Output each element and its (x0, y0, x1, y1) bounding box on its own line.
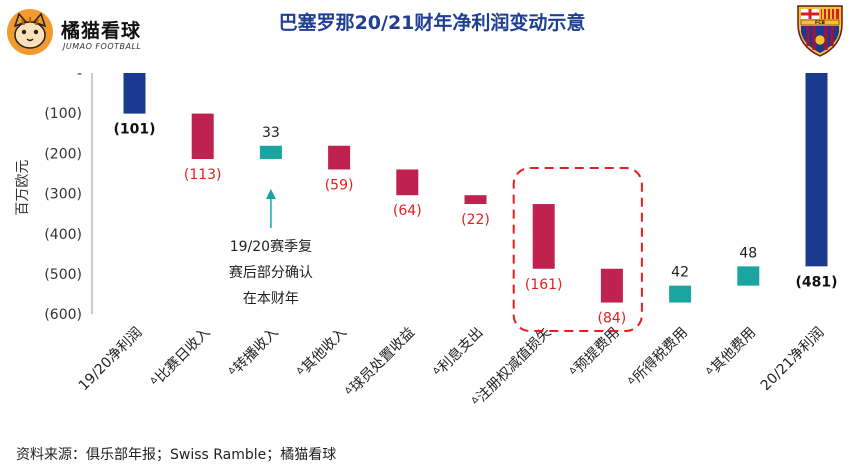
bar (737, 266, 760, 286)
category-label: ᐞ转播收入 (225, 325, 281, 381)
svg-text:FCB: FCB (815, 20, 826, 26)
data-label: (101) (113, 122, 155, 138)
category-label: 19/20净利润 (76, 325, 146, 395)
bar (532, 204, 555, 269)
cat-logo-icon (7, 9, 53, 55)
data-label: (161) (525, 277, 563, 293)
category-label: ᐞ预提费用 (566, 325, 622, 381)
category-label: 20/21净利润 (758, 325, 828, 395)
annotation-arrow-head-icon (265, 189, 276, 199)
category-label: ᐞ所得税费用 (624, 324, 691, 391)
fc-barcelona-crest-icon: FCB (797, 5, 843, 57)
bar (259, 145, 282, 160)
brand-name: 橘猫看球 (61, 20, 142, 42)
y-tick-label: - (77, 66, 82, 82)
data-label: 33 (262, 125, 280, 141)
y-tick-label: (200) (44, 146, 82, 162)
y-axis-label: 百万欧元 (15, 160, 31, 216)
data-label: (64) (393, 203, 422, 219)
data-label: (113) (184, 167, 222, 183)
y-tick-label: (600) (44, 307, 82, 323)
bar (191, 113, 214, 160)
bar (464, 195, 487, 205)
annotation-text: 赛后部分确认 (229, 265, 313, 281)
data-label: (84) (598, 311, 627, 327)
y-tick-label: (300) (44, 187, 82, 203)
data-label: 48 (739, 245, 757, 261)
category-label: ᐞ比赛日收入 (147, 325, 213, 391)
highlight-box (512, 167, 643, 332)
y-tick-label: (100) (44, 106, 82, 122)
category-label: ᐞ其他收入 (294, 325, 350, 381)
data-label: (481) (795, 274, 837, 290)
y-tick-label: (500) (44, 267, 82, 283)
bar (396, 169, 419, 196)
bar (669, 285, 692, 303)
y-tick-label: (400) (44, 227, 82, 243)
chart-title: 巴塞罗那20/21财年净利润变动示意 (278, 12, 586, 34)
category-label: ᐞ利息支出 (429, 324, 486, 381)
category-label: ᐞ球员处置收益 (342, 325, 418, 401)
bar (328, 145, 351, 170)
data-label: (22) (461, 212, 490, 228)
category-label: ᐞ其他费用 (703, 325, 759, 381)
annotation-text: 在本财年 (243, 291, 299, 307)
bar (123, 73, 146, 114)
bar (805, 73, 828, 267)
brand-subtitle: JUMAO FOOTBALL (63, 42, 142, 51)
data-label: 42 (671, 265, 689, 281)
bar (600, 268, 623, 303)
brand-logo: 橘猫看球 JUMAO FOOTBALL (6, 8, 156, 58)
annotation-text: 19/20赛季复 (230, 238, 312, 255)
source-note: 资料来源：俱乐部年报；Swiss Ramble；橘猫看球 (16, 447, 337, 463)
data-label: (59) (325, 177, 354, 193)
